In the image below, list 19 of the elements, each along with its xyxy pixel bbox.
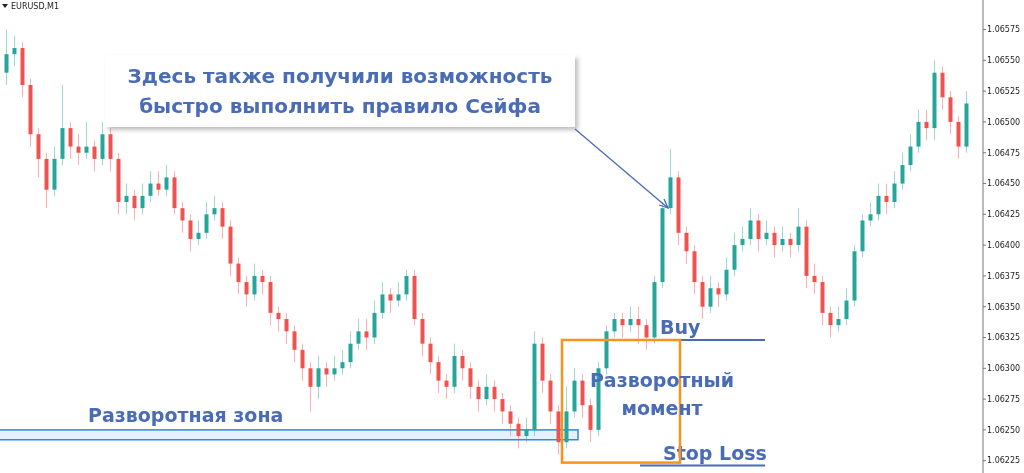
y-tick-label: 1.06425 <box>987 210 1021 220</box>
y-tick-label: 1.06350 <box>987 302 1021 312</box>
y-tick-label: 1.06300 <box>987 364 1021 374</box>
y-tick-label: 1.06500 <box>987 117 1021 127</box>
ref-line-label: Buy <box>660 315 702 338</box>
annotation: Здесь также получили возможность быстро выполнить правило Сейфа <box>127 64 553 118</box>
y-tick-label: 1.06550 <box>987 56 1021 66</box>
y-tick-label: 1.06375 <box>987 271 1021 281</box>
y-tick-label: 1.06525 <box>987 86 1021 96</box>
y-tick-label: 1.06225 <box>987 456 1021 466</box>
band-label: Разворотная зона <box>88 403 284 426</box>
y-tick-label: 1.06450 <box>987 179 1021 189</box>
y-tick-label: 1.06575 <box>987 25 1021 35</box>
y-tick-label: 1.06325 <box>987 333 1021 343</box>
y-tick-label: 1.06275 <box>987 394 1021 404</box>
y-tick-label: 1.06475 <box>987 148 1021 158</box>
chart-title: EURUSD,M1 <box>11 1 60 11</box>
y-tick-label: 1.06250 <box>987 425 1021 435</box>
y-tick-label: 1.06400 <box>987 240 1021 250</box>
